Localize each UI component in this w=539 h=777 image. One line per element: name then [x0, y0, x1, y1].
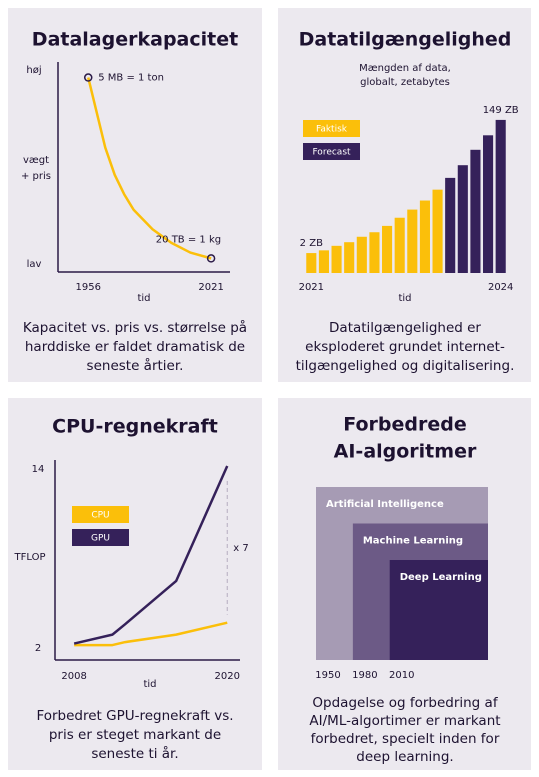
x-tick-label: 2010 [389, 670, 414, 681]
caption: seneste ti år. [91, 745, 178, 762]
bar [419, 200, 430, 273]
bar [318, 250, 329, 273]
y-axis-label: + pris [21, 171, 51, 182]
panel-title: CPU-regnekraft [52, 416, 218, 438]
bar [445, 177, 456, 273]
bar [470, 149, 481, 273]
caption: harddiske er faldet dramatisk de [25, 339, 245, 355]
legend-swatch [303, 143, 360, 160]
caption: eksploderet grundet internet- [305, 339, 505, 355]
bar [495, 119, 506, 273]
y-axis-label: TFLOP [14, 552, 46, 563]
x-axis-label: tid [143, 679, 156, 690]
x-tick-label: 1950 [315, 670, 340, 681]
y-tick-label: 2 [35, 643, 41, 654]
x-tick-label: 1980 [352, 670, 377, 681]
caption: Kapacitet vs. pris vs. størrelse på [23, 319, 247, 336]
x-tick-label: 2020 [215, 671, 240, 682]
x-axis-label: tid [137, 293, 150, 304]
panel-title: Datalagerkapacitet [32, 29, 238, 51]
annotation-marker [206, 254, 216, 263]
x-tick-label: 1956 [76, 282, 101, 293]
value-label: 149 ZB [483, 105, 519, 116]
series-line [74, 621, 228, 647]
caption: AI/ML-algortimer er markant [309, 713, 500, 729]
bar [344, 242, 355, 273]
bar [432, 189, 443, 273]
panel [8, 398, 262, 770]
panel-title: AI-algoritmer [334, 441, 477, 463]
caption: deep learning. [356, 749, 453, 765]
caption: Datatilgængelighed er [329, 320, 481, 336]
annotation: x 7 [233, 543, 248, 554]
legend-swatch [72, 529, 129, 546]
area-label: Machine Learning [363, 536, 463, 547]
x-axis-label: tid [398, 293, 411, 304]
legend-label: GPU [91, 534, 110, 544]
legend-label: CPU [91, 511, 109, 521]
bar [382, 225, 393, 273]
caption: pris er steget markant de [49, 727, 221, 743]
subtitle: Mængden af data, [359, 63, 451, 74]
subtitle: globalt, zetabytes [360, 77, 450, 88]
series-line [87, 77, 212, 260]
panel-title: Datatilgængelighed [299, 29, 512, 51]
area-label: Deep Learning [400, 572, 482, 583]
x-tick-label: 2024 [488, 282, 513, 293]
legend-swatch [72, 506, 129, 523]
caption: tilgængelighed og digitalisering. [296, 358, 515, 374]
y-tick-label: 14 [32, 464, 45, 475]
bar [407, 209, 418, 273]
bar [369, 232, 380, 273]
caption: seneste årtier. [87, 357, 184, 374]
legend-swatch [303, 120, 360, 137]
area-label: Artificial Intelligence [326, 499, 444, 510]
panel-title: Forbedrede [343, 414, 466, 436]
legend-label: Faktisk [316, 125, 348, 135]
caption: Opdagelse og forbedring af [312, 695, 498, 711]
x-tick-label: 2008 [61, 671, 86, 682]
y-tick-label: høj [26, 65, 41, 76]
annotation: 5 MB = 1 ton [98, 73, 164, 84]
bar [483, 135, 494, 273]
y-axis-label: vægt [23, 155, 49, 166]
series-line [73, 465, 229, 645]
bar [457, 165, 468, 273]
bar [306, 253, 317, 273]
annotation: 20 TB = 1 kg [156, 234, 221, 245]
value-label: 2 ZB [300, 238, 323, 249]
nested-area [389, 560, 488, 660]
bar [356, 236, 367, 273]
caption: forbedret, specielt inden for [311, 731, 500, 747]
x-tick-label: 2021 [198, 282, 223, 293]
x-tick-label: 2021 [299, 282, 324, 293]
caption: Forbedret GPU-regnekraft vs. [36, 708, 233, 724]
y-tick-label: lav [27, 259, 42, 270]
annotation-marker [83, 73, 93, 82]
legend-label: Forecast [312, 148, 351, 158]
panel [8, 8, 262, 382]
bar [394, 217, 405, 273]
bar [331, 245, 342, 273]
